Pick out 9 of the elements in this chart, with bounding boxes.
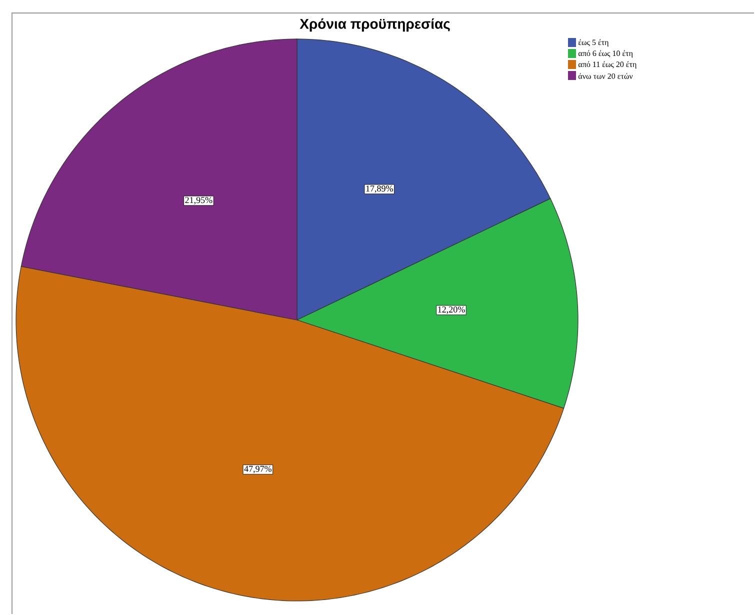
- data-label: 12,20%: [438, 306, 465, 314]
- chart-title: Χρόνια προϋπηρεσίας: [300, 18, 450, 32]
- data-label: 17,89%: [366, 186, 393, 193]
- data-label: 47,97%: [244, 466, 272, 474]
- data-label: 21,95%: [185, 197, 212, 204]
- legend-label: έως 5 έτη: [578, 39, 608, 47]
- legend-label: από 11 έως 20 έτη: [578, 61, 636, 69]
- legend-label: από 6 έως 10 έτη: [578, 50, 633, 58]
- legend-label: άνω των 20 ετών: [578, 73, 633, 79]
